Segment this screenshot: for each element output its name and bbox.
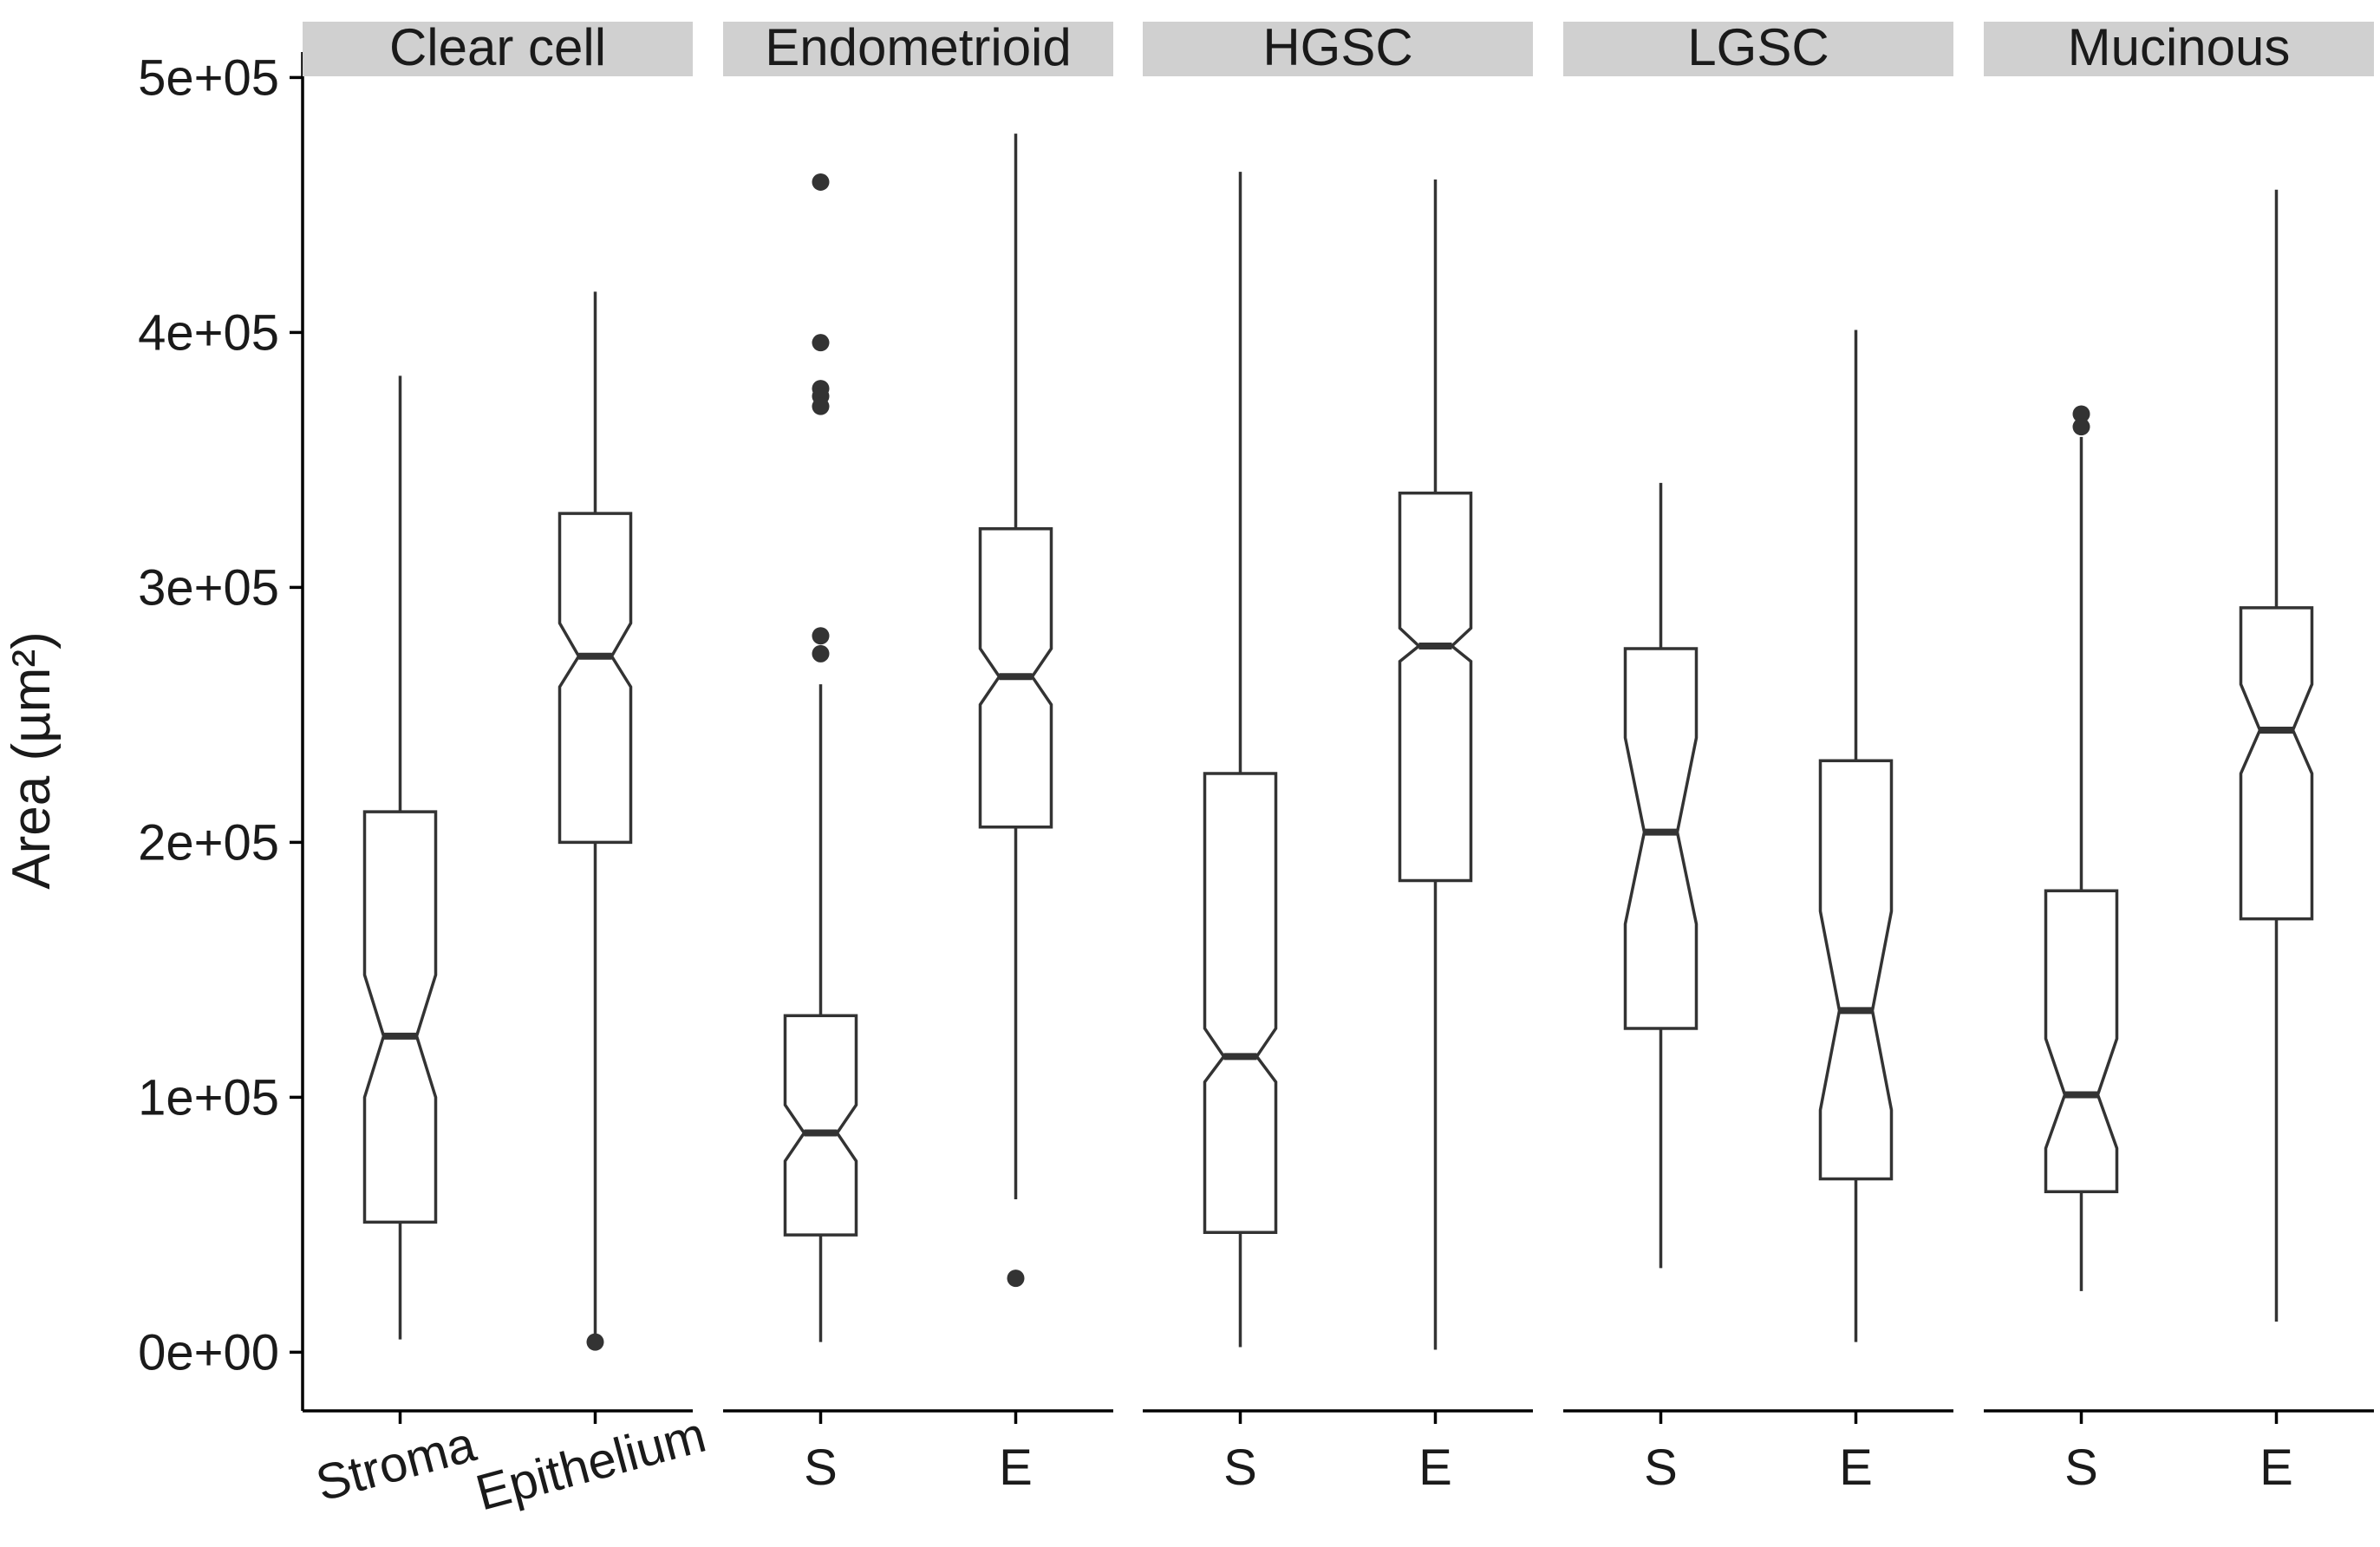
facet-title: Endometrioid xyxy=(765,18,1072,76)
x-tick-label: E xyxy=(1839,1439,1873,1496)
outlier-point xyxy=(812,173,830,191)
x-tick-label: E xyxy=(1418,1439,1452,1496)
notched-box xyxy=(2239,606,2314,921)
notched-box xyxy=(558,512,633,845)
box-s xyxy=(2044,405,2119,1291)
facet-panel: Endometrioid S E xyxy=(723,18,1113,1496)
y-tick-label: 0e+00 xyxy=(138,1324,279,1381)
y-tick-label: 4e+05 xyxy=(138,304,279,361)
outlier-point xyxy=(586,1333,604,1351)
y-tick-label: 5e+05 xyxy=(138,49,279,106)
x-tick-label: E xyxy=(2259,1439,2293,1496)
notched-box xyxy=(783,1014,858,1237)
notched-box xyxy=(362,810,438,1224)
outlier-point xyxy=(2072,405,2090,423)
box-e xyxy=(1398,179,1473,1350)
x-tick-label: Stroma xyxy=(310,1415,482,1511)
box-e xyxy=(978,134,1053,1288)
notched-box xyxy=(1623,647,1699,1030)
facet-strip xyxy=(303,22,693,76)
facet-title: Mucinous xyxy=(2068,18,2291,76)
x-tick-label: S xyxy=(1644,1439,1678,1496)
facet-strip xyxy=(1563,22,1953,76)
notched-box xyxy=(1203,772,1278,1234)
box-epithelium xyxy=(558,291,633,1351)
box-s xyxy=(1203,172,1278,1348)
outlier-point xyxy=(812,334,830,352)
y-tick-label: 3e+05 xyxy=(138,559,279,616)
x-tick-label: S xyxy=(2064,1439,2098,1496)
outlier-point xyxy=(1007,1270,1025,1288)
facet-title: Clear cell xyxy=(389,18,606,76)
outlier-point xyxy=(2072,418,2090,436)
notched-box xyxy=(2044,889,2119,1193)
y-axis-title: Area (µm²) xyxy=(2,631,62,890)
outlier-point xyxy=(812,644,830,663)
outlier-point xyxy=(812,397,830,415)
x-tick-label: S xyxy=(1223,1439,1257,1496)
facet-strip xyxy=(723,22,1113,76)
box-e xyxy=(2239,189,2314,1322)
notched-box xyxy=(1818,759,1894,1181)
y-axis: 0e+00 1e+05 2e+05 3e+05 4e+05 5e+05 xyxy=(138,49,304,1411)
box-s xyxy=(783,173,858,1342)
box-stroma xyxy=(362,375,438,1340)
x-tick-label: Epithelium xyxy=(470,1407,711,1522)
box-e xyxy=(1818,330,1894,1342)
facet-strip xyxy=(1984,22,2374,76)
box-s xyxy=(1623,482,1699,1269)
x-tick-label: E xyxy=(999,1439,1033,1496)
y-tick-label: 2e+05 xyxy=(138,814,279,871)
notched-box xyxy=(1398,491,1473,883)
x-tick-label: S xyxy=(804,1439,838,1496)
facet-panel: Mucinous S E xyxy=(1984,18,2374,1496)
facet-panel: LGSC S E xyxy=(1563,18,1953,1496)
facet-strip xyxy=(1143,22,1533,76)
outlier-point xyxy=(812,627,830,645)
facet-panel: HGSC S E xyxy=(1143,18,1533,1496)
facet-title: LGSC xyxy=(1687,18,1829,76)
facet-title: HGSC xyxy=(1262,18,1412,76)
y-tick-label: 1e+05 xyxy=(138,1069,279,1126)
